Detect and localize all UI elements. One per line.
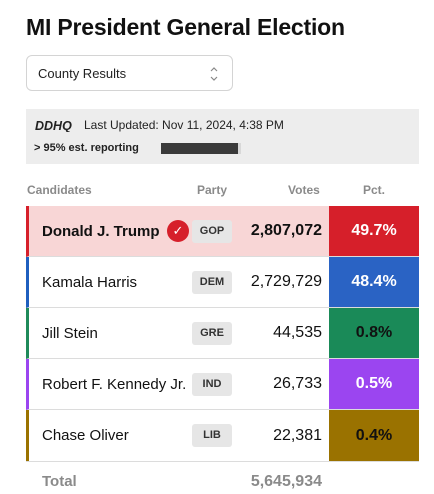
candidate-pct: 49.7% [329, 206, 419, 256]
total-label: Total [42, 473, 77, 490]
candidate-row[interactable]: Jill Stein GRE 44,535 0.8% [26, 308, 419, 359]
candidate-row[interactable]: Donald J. Trump ✓ GOP 2,807,072 49.7% [26, 206, 419, 257]
candidate-pct: 0.8% [329, 308, 419, 358]
reporting-progress-fill [161, 143, 238, 154]
candidate-pct: 0.4% [329, 410, 419, 461]
page-title: MI President General Election [26, 14, 345, 40]
ddhq-logo: DDHQ [35, 119, 72, 132]
total-divider [26, 461, 419, 462]
reporting-label: > 95% est. reporting [34, 142, 139, 154]
candidate-row[interactable]: Chase Oliver LIB 22,381 0.4% [26, 410, 419, 461]
candidate-name: Robert F. Kennedy Jr. [42, 375, 187, 393]
ddhq-logo-text: DDHQ [35, 119, 72, 132]
party-badge: IND [192, 373, 232, 396]
candidate-row[interactable]: Robert F. Kennedy Jr. IND 26,733 0.5% [26, 359, 419, 410]
header-party: Party [197, 183, 228, 197]
candidate-pct: 0.5% [329, 359, 419, 409]
candidate-name: Kamala Harris [42, 273, 138, 291]
party-badge: GOP [192, 220, 232, 243]
candidate-row[interactable]: Kamala Harris DEM 2,729,729 48.4% [26, 257, 419, 308]
party-badge: DEM [192, 271, 232, 294]
candidate-votes: 2,729,729 [250, 273, 322, 290]
candidate-votes: 44,535 [273, 324, 322, 341]
party-badge: LIB [192, 424, 232, 447]
candidate-votes: 2,807,072 [250, 222, 322, 239]
candidate-votes: 22,381 [273, 426, 322, 444]
total-votes: 5,645,934 [250, 473, 322, 490]
reporting-progress-bar [161, 143, 241, 154]
results-view-select[interactable]: County Results [26, 55, 233, 91]
header-pct: Pct. [363, 183, 386, 197]
header-votes: Votes [288, 183, 320, 197]
candidate-name: Chase Oliver [42, 427, 129, 444]
results-view-select-value: County Results [38, 66, 127, 81]
party-badge: GRE [192, 322, 232, 345]
candidate-name: Jill Stein [42, 324, 98, 342]
reporting-info-panel: DDHQ Last Updated: Nov 11, 2024, 4:38 PM… [26, 109, 419, 164]
last-updated-text: Last Updated: Nov 11, 2024, 4:38 PM [84, 118, 284, 132]
winner-check-icon: ✓ [167, 220, 189, 242]
candidate-pct: 48.4% [329, 257, 419, 307]
chevron-updown-icon [210, 67, 218, 81]
header-candidates: Candidates [27, 183, 92, 197]
candidate-name: Donald J. Trump [42, 222, 160, 240]
candidate-votes: 26,733 [273, 375, 322, 392]
